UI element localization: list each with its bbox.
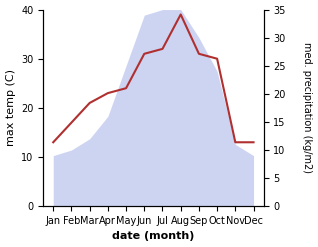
Y-axis label: max temp (C): max temp (C) bbox=[5, 69, 16, 146]
Y-axis label: med. precipitation (kg/m2): med. precipitation (kg/m2) bbox=[302, 42, 313, 173]
X-axis label: date (month): date (month) bbox=[112, 231, 195, 242]
